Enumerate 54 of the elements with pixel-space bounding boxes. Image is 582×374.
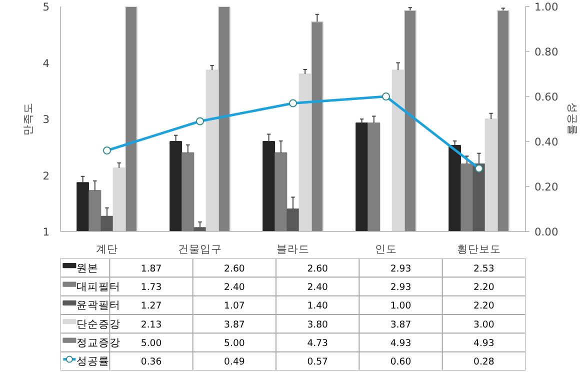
data-label: 2.93 bbox=[390, 282, 412, 293]
data-label: 2.40 bbox=[224, 282, 245, 293]
x-tick-label: 건물입구 bbox=[178, 242, 222, 256]
data-label: 0.36 bbox=[140, 356, 162, 368]
y2-tick-label: 0.60 bbox=[534, 90, 558, 104]
data-label: 3.87 bbox=[390, 319, 412, 330]
data-label: 2.13 bbox=[140, 319, 162, 330]
data-label: 2.60 bbox=[307, 263, 328, 274]
data-label: 1.07 bbox=[224, 300, 245, 312]
data-label: 2.93 bbox=[390, 263, 412, 274]
legend-label: 원본 bbox=[76, 261, 99, 274]
data-label: 1.40 bbox=[307, 300, 328, 312]
legend-label: 대피필터 bbox=[76, 280, 121, 293]
legend-label: 윤곽필터 bbox=[76, 298, 121, 312]
data-label: 1.00 bbox=[390, 300, 412, 312]
y-tick-label: 3 bbox=[42, 113, 50, 126]
data-label: 4.93 bbox=[390, 338, 412, 349]
data-label: 2.60 bbox=[224, 263, 245, 274]
data-label: 1.27 bbox=[140, 300, 162, 312]
data-label: 3.87 bbox=[224, 319, 245, 330]
data-label: 5.00 bbox=[140, 338, 162, 349]
y-tick-label: 1 bbox=[42, 226, 50, 238]
x-tick-label: 블라드 bbox=[276, 242, 310, 256]
y2-axis-title: 성공률 bbox=[566, 102, 580, 136]
data-label: 2.53 bbox=[474, 263, 494, 274]
y2-tick-label: 0.40 bbox=[534, 136, 558, 148]
x-tick-label: 인도 bbox=[375, 242, 397, 256]
y2-tick-label: 1.00 bbox=[534, 0, 558, 14]
y2-tick-label: 0.20 bbox=[534, 180, 558, 194]
data-label: 0.57 bbox=[307, 356, 328, 368]
data-label: 1.73 bbox=[140, 282, 162, 293]
legend-label: 정교증강 bbox=[76, 336, 121, 349]
data-label: 4.73 bbox=[307, 338, 328, 349]
x-tick-label: 계단 bbox=[96, 242, 118, 256]
data-label: 5.00 bbox=[224, 338, 245, 349]
y-tick-label: 2 bbox=[42, 169, 50, 182]
data-label: 0.49 bbox=[224, 356, 245, 368]
data-label: 2.20 bbox=[474, 300, 494, 312]
y-axis-title: 만족도 bbox=[22, 102, 35, 136]
legend-label: 단순증강 bbox=[76, 317, 121, 330]
data-label: 1.87 bbox=[140, 263, 162, 274]
y2-tick-label: 0.80 bbox=[534, 46, 558, 58]
data-label: 2.20 bbox=[474, 282, 494, 293]
legend-label: 성공률 bbox=[76, 354, 110, 368]
data-label: 3.80 bbox=[307, 319, 328, 330]
data-label: 2.40 bbox=[307, 282, 328, 293]
y2-tick-label: 0.00 bbox=[534, 226, 558, 238]
data-label: 4.93 bbox=[474, 338, 494, 349]
data-label: 0.28 bbox=[474, 356, 494, 368]
y-tick-label: 5 bbox=[42, 0, 50, 14]
data-label: 0.60 bbox=[390, 356, 412, 368]
x-tick-label: 횡단보도 bbox=[457, 242, 501, 256]
y-tick-label: 4 bbox=[42, 56, 50, 70]
data-label: 3.00 bbox=[474, 319, 494, 330]
